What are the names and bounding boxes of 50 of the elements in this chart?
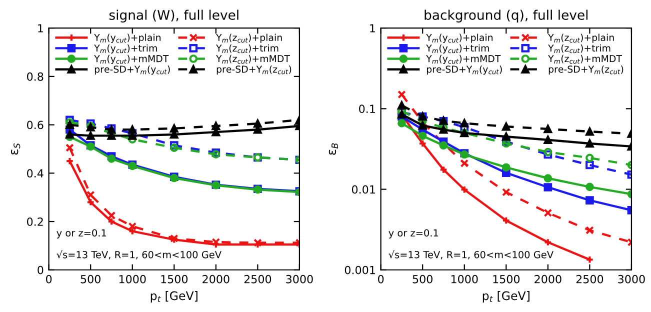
y-tick-label: 0.1 [359, 104, 375, 114]
y-tick-label: 0.8 [27, 72, 44, 81]
legend-label: Y$_{m}$(z$_{cut}$)+plain [548, 34, 614, 43]
y-tick-label: 0 [38, 266, 44, 274]
y-tick-label: 0.001 [344, 266, 375, 274]
x-tick-label: 2000 [534, 274, 562, 284]
x-tick-label: 0 [378, 274, 384, 284]
y-tick-label: 1 [370, 24, 375, 32]
legend-label: Y$_{m}$(z$_{cut}$)+mMDT [216, 54, 290, 64]
x-tick-label: 2000 [202, 274, 230, 284]
legend-label: Y$_{m}$(y$_{cut}$)+mMDT [94, 54, 169, 64]
x-tick-label: 2500 [576, 274, 604, 284]
legend-label: Y$_{m}$(z$_{cut}$)+trim [216, 44, 278, 54]
y-axis-title: ε$_{S}$ [11, 143, 20, 155]
x-tick-label: 0 [46, 274, 52, 284]
y-tick-label: 0.01 [352, 185, 375, 194]
chart-title: background (q), full level [424, 10, 588, 22]
x-tick-label: 1500 [493, 274, 520, 284]
x-tick-label: 1500 [161, 274, 188, 284]
annotation: √s=13 TeV, R=1, 60<m<100 GeV [388, 250, 554, 260]
y-tick-label: 0.6 [27, 120, 44, 130]
legend-label: Y$_{m}$(z$_{cut}$)+mMDT [548, 54, 622, 64]
y-tick-label: 0.2 [27, 217, 43, 226]
x-tick-label: 3000 [286, 274, 313, 284]
legend-label: Y$_{m}$(y$_{cut}$)+plain [426, 34, 493, 43]
chart-title: signal (W), full level [109, 10, 238, 22]
x-axis-title: p$_{t}$ [GeV] [150, 291, 198, 302]
annotation: y or z=0.1 [388, 229, 438, 238]
y-axis-title: ε$_{B}$ [328, 143, 338, 155]
y-tick-label: 1 [38, 24, 43, 32]
legend-label: Y$_{m}$(y$_{cut}$)+trim [94, 44, 157, 54]
legend-label: Y$_{m}$(y$_{cut}$)+trim [426, 44, 489, 54]
legend-label: Y$_{m}$(y$_{cut}$)+plain [94, 34, 161, 43]
legend-label: pre-SD+Y$_{m}$(z$_{cut}$) [216, 65, 292, 75]
annotation: √s=13 TeV, R=1, 60<m<100 GeV [56, 250, 222, 260]
x-tick-label: 1000 [119, 274, 146, 284]
legend-label: Y$_{m}$(z$_{cut}$)+plain [216, 34, 282, 43]
annotation: y or z=0.1 [56, 229, 106, 238]
legend-label: pre-SD+Y$_{m}$(y$_{cut}$) [94, 65, 170, 75]
x-tick-label: 500 [412, 274, 432, 284]
legend-label: Y$_{m}$(y$_{cut}$)+mMDT [426, 54, 501, 64]
y-tick-label: 0.4 [27, 169, 44, 178]
x-tick-label: 500 [80, 274, 100, 284]
legend-label: pre-SD+Y$_{m}$(z$_{cut}$) [548, 65, 624, 75]
x-tick-label: 2500 [244, 274, 272, 284]
x-tick-label: 1000 [451, 274, 478, 284]
legend-label: pre-SD+Y$_{m}$(y$_{cut}$) [426, 65, 502, 75]
legend-label: Y$_{m}$(z$_{cut}$)+trim [548, 44, 610, 54]
x-axis-title: p$_{t}$ [GeV] [482, 291, 530, 302]
x-tick-label: 3000 [618, 274, 645, 284]
